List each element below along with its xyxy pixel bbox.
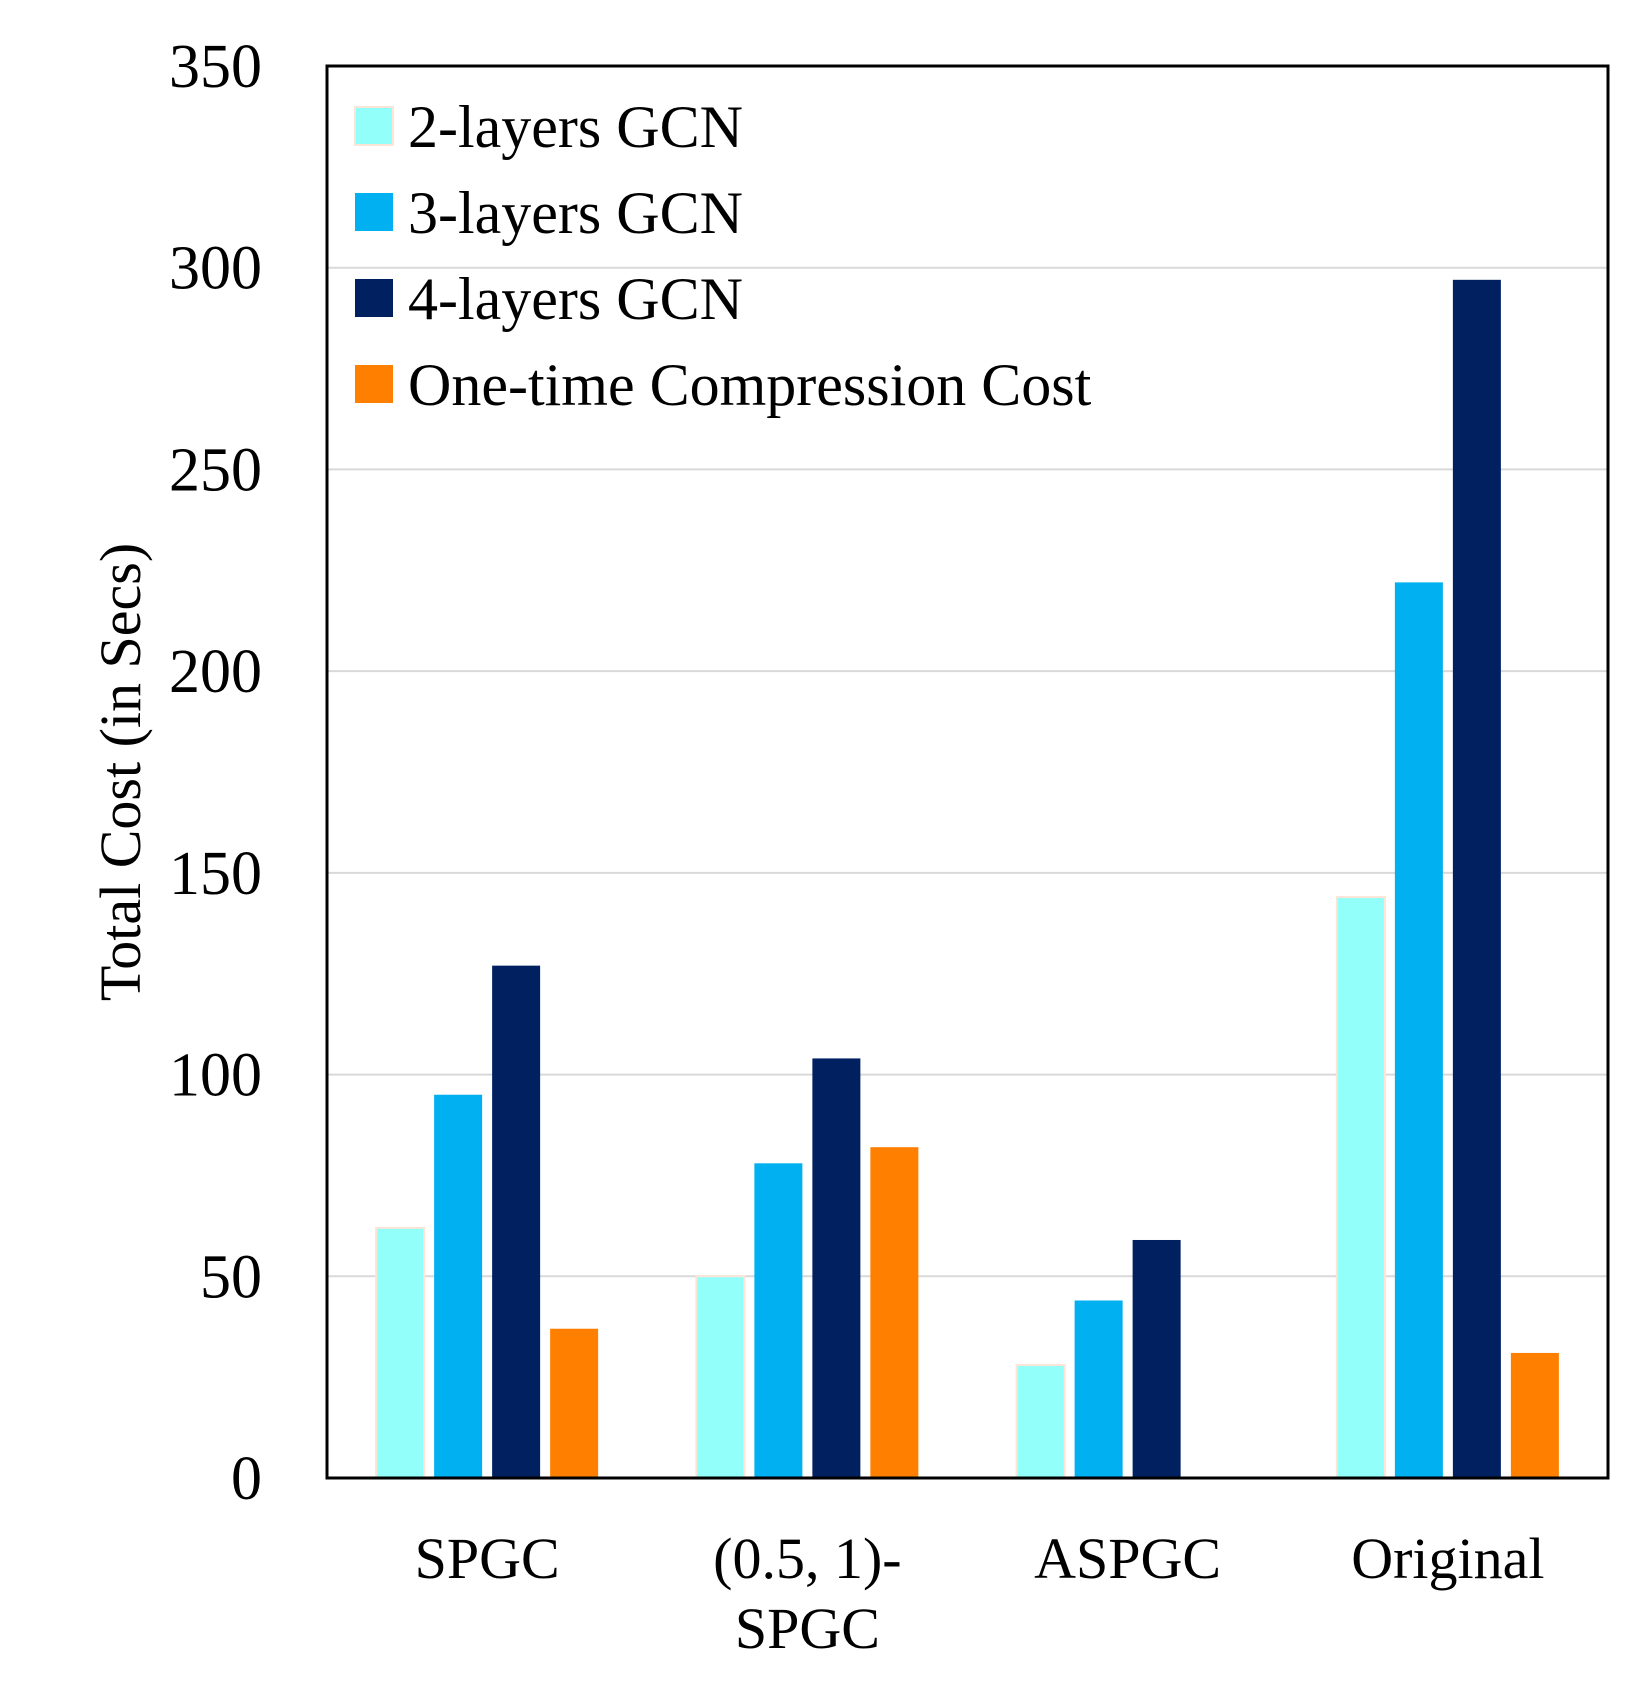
bar-4-layers-gcn [492,965,541,1478]
legend: 2-layers GCN 3-layers GCN 4-layers GCN One-… [354,94,1092,418]
bar-3-layers-gcn [1074,1300,1123,1478]
y-tick-label: 50 [200,1243,262,1311]
legend-label: 3-layers GCN [408,180,743,246]
x-category-label: (0.5, 1)- [713,1526,901,1591]
y-tick-label: 250 [169,436,262,504]
x-category-label: ASPGC [1034,1526,1221,1591]
bar-2-layers-gcn [1015,1364,1066,1480]
y-axis-title: Total Cost (in Secs) [88,543,153,1001]
x-category-label: SPGC [735,1596,880,1661]
y-tick-label: 200 [169,638,262,706]
y-tick-label: 300 [169,235,262,303]
bar-2-layers-gcn [695,1275,746,1480]
legend-swatch-3-layers-gcn [355,193,393,231]
bar-4-layers-gcn [1452,279,1501,1478]
legend-label: 4-layers GCN [408,266,743,332]
bar-2-layers-gcn [1335,896,1386,1479]
bar-3-layers-gcn [434,1094,483,1478]
bar-3-layers-gcn [754,1163,803,1478]
legend-label: One-time Compression Cost [408,352,1092,418]
legend-swatch-4-layers-gcn [355,279,393,317]
legend-label: 2-layers GCN [408,94,743,160]
bar-one-time-compression-cost [870,1147,919,1478]
y-axis-ticks: 0 50 100 150 200 250 300 350 [169,33,262,1513]
bar-one-time-compression-cost [550,1328,599,1478]
bar-4-layers-gcn [812,1058,861,1478]
legend-swatch-one-time-compression-cost [355,365,393,403]
bar-3-layers-gcn [1394,582,1443,1478]
bar-one-time-compression-cost [1510,1352,1559,1478]
plot-frame [325,64,1610,1480]
bar-4-layers-gcn [1132,1239,1181,1478]
legend-swatch-2-layers-gcn [354,106,394,146]
y-tick-label: 100 [169,1042,262,1110]
bars [375,279,1559,1480]
x-category-label: Original [1351,1526,1544,1591]
x-category-label: SPGC [415,1526,560,1591]
y-tick-label: 150 [169,840,262,908]
gridlines [327,266,1608,1278]
y-tick-label: 350 [169,33,262,101]
y-tick-label: 0 [231,1445,262,1513]
bar-2-layers-gcn [375,1226,426,1479]
